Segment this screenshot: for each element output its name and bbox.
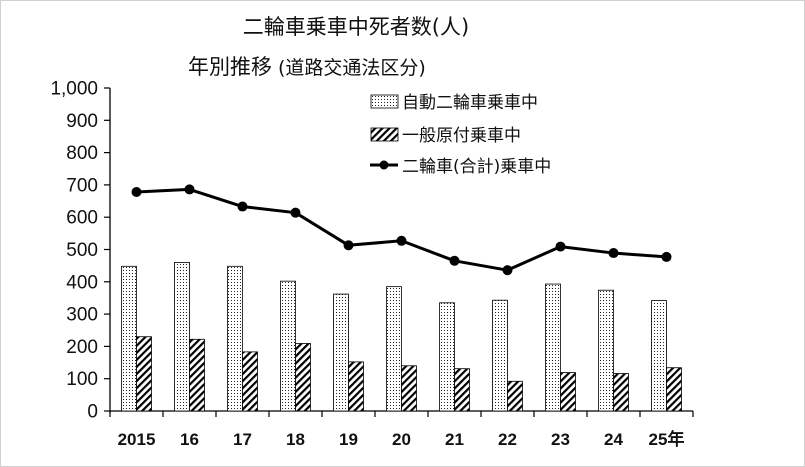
line-series <box>131 184 672 276</box>
chart-subtitle-paren: (道路交通法区分) <box>278 57 426 79</box>
y-tick-label: 100 <box>66 369 98 390</box>
bar-motorcycle <box>545 283 561 412</box>
bar-motorcycle <box>598 289 614 412</box>
line-point <box>343 240 354 251</box>
chart-title: 二輪車乗車中死者数(人) <box>243 15 469 39</box>
line-point <box>131 187 142 198</box>
y-tick-label: 900 <box>66 111 98 132</box>
x-tick-label: 23 <box>551 430 570 449</box>
y-tick-label: 700 <box>66 175 98 196</box>
bar-moped <box>454 368 470 412</box>
bar-moped <box>295 343 311 412</box>
bar-motorcycle <box>651 300 667 412</box>
legend-swatch-hatch <box>370 127 399 142</box>
x-tick-label: 25年 <box>649 429 685 449</box>
y-tick-label: 500 <box>66 240 98 261</box>
line-point <box>449 255 460 266</box>
bar-moped <box>666 367 682 412</box>
bar-moped <box>189 338 205 412</box>
bar-moped <box>401 365 417 412</box>
x-tick-label: 17 <box>233 430 252 449</box>
x-tick-label: 24 <box>604 430 623 449</box>
bar-moped <box>242 351 258 412</box>
bar-motorcycle <box>227 265 243 412</box>
x-tick-label: 16 <box>180 430 199 449</box>
x-tick-label: 20 <box>392 430 411 449</box>
bar-motorcycle <box>386 286 402 412</box>
bar-motorcycle <box>174 262 190 412</box>
y-ticks: 0 100 200 300 400 500 600 700 800 900 1,000 <box>50 79 110 423</box>
chart-subtitle: 年別推移 (道路交通法区分) <box>188 55 426 79</box>
x-tick-label: 19 <box>339 430 358 449</box>
y-tick-label: 800 <box>66 143 98 164</box>
bar-motorcycle <box>439 302 455 412</box>
line-point <box>608 248 619 259</box>
y-tick-label: 0 <box>87 402 98 423</box>
legend-label-1: 一般原付乗車中 <box>402 126 521 146</box>
bar-motorcycle <box>492 299 508 412</box>
line-point <box>184 184 195 195</box>
legend: 自動二輪車乗車中 一般原付乗車中 二輪車(合計)乗車中 <box>370 93 551 177</box>
bars <box>121 262 682 412</box>
x-tick-label: 21 <box>445 430 464 449</box>
x-tick-label: 22 <box>498 430 517 449</box>
y-tick-label: 400 <box>66 272 98 293</box>
line-point <box>555 241 566 252</box>
legend-label-2: 二輪車(合計)乗車中 <box>402 157 551 177</box>
line-point <box>237 201 248 212</box>
chart-subtitle-main: 年別推移 <box>188 55 272 79</box>
line-point <box>290 207 301 218</box>
bar-moped <box>348 361 364 412</box>
legend-swatch-dots <box>370 94 399 109</box>
x-tick-label: 18 <box>286 430 305 449</box>
bar-moped <box>136 336 152 412</box>
bar-motorcycle <box>121 265 137 412</box>
bar-motorcycle <box>280 280 296 412</box>
bar-moped <box>507 380 523 412</box>
bar-moped <box>613 373 629 412</box>
y-tick-label: 200 <box>66 337 98 358</box>
legend-swatch-marker <box>379 160 389 170</box>
line-point <box>502 265 513 276</box>
line-point <box>396 235 407 246</box>
y-tick-label: 1,000 <box>50 79 98 100</box>
y-tick-label: 600 <box>66 208 98 229</box>
bar-moped <box>560 372 576 412</box>
bar-motorcycle <box>333 293 349 412</box>
legend-label-0: 自動二輪車乗車中 <box>402 93 538 113</box>
y-tick-label: 300 <box>66 305 98 326</box>
x-tick-label: 2015 <box>118 430 156 449</box>
x-ticks: 2015 16 17 18 19 20 21 22 23 24 25年 <box>109 411 694 449</box>
line-point <box>661 251 672 262</box>
